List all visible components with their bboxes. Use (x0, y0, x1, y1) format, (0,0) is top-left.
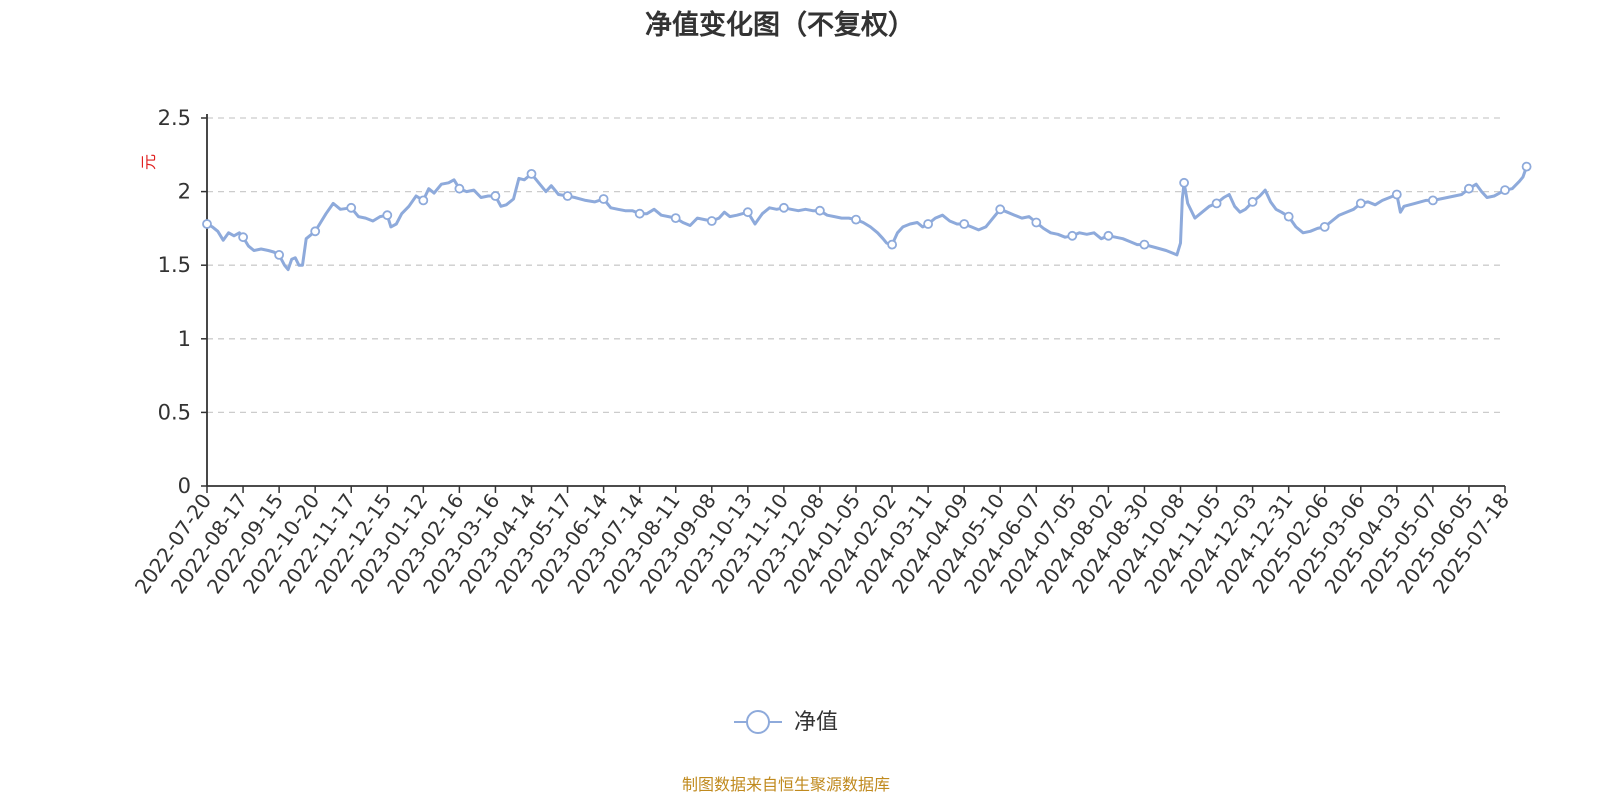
y-tick-label: 1.5 (158, 253, 191, 277)
data-point[interactable] (382, 210, 393, 221)
data-point[interactable] (598, 194, 609, 204)
data-point[interactable] (490, 191, 501, 201)
data-point[interactable] (1139, 239, 1150, 250)
y-tick-label: 0 (178, 474, 191, 498)
data-point[interactable] (418, 195, 429, 206)
data-point[interactable] (1464, 183, 1474, 194)
data-point[interactable] (1500, 185, 1510, 196)
data-point[interactable] (274, 249, 285, 260)
legend[interactable]: 净值 (734, 710, 838, 735)
data-point[interactable] (1428, 195, 1438, 206)
data-point[interactable] (202, 219, 212, 229)
data-point[interactable] (526, 168, 537, 179)
y-tick-label: 1 (178, 327, 191, 351)
data-point[interactable] (1247, 196, 1258, 207)
data-point[interactable] (346, 202, 357, 213)
y-axis-unit: 元 (139, 154, 158, 170)
series-nav (202, 161, 1532, 272)
series-line-nav (205, 165, 1529, 272)
data-point[interactable] (815, 205, 825, 216)
data-point[interactable] (310, 226, 321, 237)
y-axis: 0 0.5 1 1.5 2 2.5 (158, 106, 208, 498)
data-point[interactable] (1283, 211, 1294, 222)
data-point[interactable] (238, 232, 249, 243)
data-point[interactable] (779, 202, 789, 213)
data-point[interactable] (634, 208, 645, 219)
data-point[interactable] (851, 214, 861, 225)
data-point[interactable] (887, 239, 897, 250)
grid-lines (207, 117, 1500, 414)
legend-marker-icon (746, 710, 770, 734)
chart-title: 净值变化图（不复权） (645, 9, 915, 41)
data-point[interactable] (454, 183, 465, 194)
y-tick-label: 2.5 (158, 106, 191, 130)
x-axis: 2022-07-202022-08-172022-09-152022-10-20… (130, 485, 1514, 598)
y-tick-label: 2 (178, 180, 191, 204)
data-point[interactable] (1067, 230, 1078, 241)
data-point[interactable] (995, 204, 1006, 215)
data-point[interactable] (1319, 221, 1330, 232)
data-point[interactable] (1391, 189, 1402, 200)
data-point[interactable] (742, 207, 753, 218)
data-point[interactable] (923, 219, 933, 229)
data-point[interactable] (1355, 198, 1366, 209)
source-note: 制图数据来自恒生聚源数据库 (682, 775, 890, 794)
data-point[interactable] (1179, 177, 1189, 188)
data-point[interactable] (1103, 230, 1114, 241)
data-point[interactable] (562, 191, 573, 201)
data-point[interactable] (670, 213, 681, 224)
data-point[interactable] (1521, 161, 1532, 172)
data-point[interactable] (706, 216, 717, 226)
data-point[interactable] (1031, 217, 1042, 228)
legend-label-nav: 净值 (794, 710, 838, 735)
data-point[interactable] (1211, 198, 1222, 209)
data-point[interactable] (959, 219, 970, 229)
y-tick-label: 0.5 (158, 400, 191, 424)
